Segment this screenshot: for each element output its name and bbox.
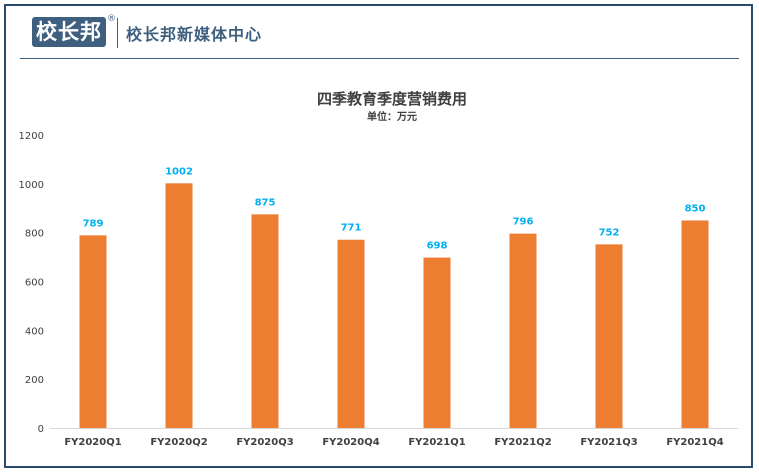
y-axis: 0 200 400 600 800 1000 1200 [19, 131, 44, 435]
x-tick-label: FY2021Q3 [580, 437, 637, 448]
x-tick-label: FY2020Q2 [150, 437, 207, 448]
bar [423, 257, 451, 428]
data-label: 796 [513, 217, 534, 228]
x-tick-label: FY2021Q1 [408, 437, 465, 448]
y-tick-label: 0 [38, 424, 44, 435]
bar [337, 239, 365, 428]
chart-frame [4, 4, 753, 468]
data-label: 752 [599, 227, 620, 238]
brand-name: 校长邦新媒体中心 [126, 25, 263, 44]
bar [79, 235, 107, 428]
y-tick-label: 1000 [19, 180, 44, 191]
chart-subtitle: 单位：万元 [367, 110, 417, 123]
x-tick-label: FY2020Q4 [322, 437, 379, 448]
data-label: 1002 [165, 166, 193, 177]
header-rule [20, 58, 739, 59]
registered-mark: ® [107, 14, 116, 24]
data-label: 698 [427, 241, 448, 252]
bar [681, 220, 709, 428]
data-label: 789 [83, 218, 104, 229]
y-tick-label: 1200 [19, 131, 44, 142]
x-tick-label: FY2021Q2 [494, 437, 551, 448]
y-tick-label: 800 [25, 229, 44, 240]
bar [251, 214, 279, 428]
y-tick-label: 200 [25, 375, 44, 386]
x-tick-label: FY2020Q1 [64, 437, 121, 448]
bars: 789 1002 875 771 698 796 752 850 [79, 166, 709, 428]
bar [165, 183, 193, 428]
y-tick-label: 600 [25, 278, 44, 289]
data-label: 875 [255, 197, 276, 208]
x-axis: FY2020Q1 FY2020Q2 FY2020Q3 FY2020Q4 FY2021Q1… [50, 428, 738, 448]
data-label: 771 [341, 223, 362, 234]
x-tick-label: FY2020Q3 [236, 437, 293, 448]
logo-divider [117, 18, 118, 48]
y-tick-label: 400 [25, 326, 44, 337]
chart-title: 四季教育季度营销费用 [317, 90, 467, 108]
data-label: 850 [685, 203, 706, 214]
brand-logo: 校长邦 [32, 17, 106, 47]
bar [509, 233, 537, 428]
bar [595, 244, 623, 428]
x-tick-label: FY2021Q4 [666, 437, 723, 448]
